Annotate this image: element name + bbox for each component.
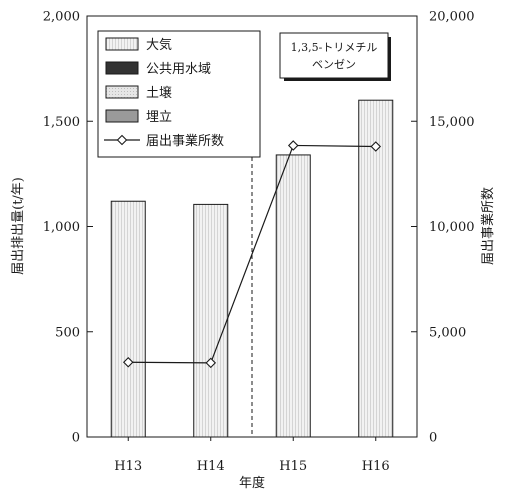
legend-label: 土壌 [146, 86, 172, 101]
series-line-事業所数 [128, 144, 376, 364]
x-tick-label: H16 [362, 459, 390, 474]
y-tick-label: 2,000 [43, 10, 80, 25]
annotation-shadow-bottom [284, 78, 391, 81]
y-tick-label: 0 [72, 431, 80, 446]
y2-tick-label: 0 [429, 431, 437, 446]
bar-大気-H15 [275, 154, 311, 438]
x-axis-title: 年度 [239, 475, 265, 491]
legend-swatch-公共用水域 [105, 61, 139, 75]
y-axis-title: 届出排出量(t/年) [11, 177, 26, 275]
line-point-H14 [205, 357, 217, 369]
annotation-box [279, 32, 389, 79]
legend-label: 埋立 [146, 110, 172, 125]
annotation-shadow-right [388, 37, 391, 81]
legend-marker [116, 134, 128, 146]
x-tick-label: H14 [197, 459, 225, 474]
y2-tick-label: 15,000 [429, 115, 475, 130]
bar-大気-H14 [193, 203, 229, 438]
legend-label: 届出事業所数 [146, 133, 224, 149]
legend-swatch-埋立 [105, 109, 139, 123]
x-tick-label: H13 [114, 459, 142, 474]
legend-label: 公共用水域 [146, 62, 211, 77]
y-tick-label: 500 [55, 325, 80, 340]
y-tick-label: 1,500 [43, 115, 80, 130]
line-point-H13 [122, 356, 134, 368]
y2-tick-label: 20,000 [429, 10, 475, 25]
legend-swatch-土壌 [105, 85, 139, 99]
line-point-H16 [370, 141, 382, 152]
y2-axis-title: 届出事業所数 [480, 187, 496, 265]
x-tick-label: H15 [279, 459, 307, 474]
y2-tick-label: 10,000 [429, 220, 475, 235]
y-tick-label: 1,000 [43, 220, 80, 235]
annotation-text: 1,3,5-トリメチル [291, 41, 378, 54]
bar-大気-H16 [358, 99, 394, 438]
bar-大気-H13 [110, 200, 146, 438]
y2-tick-label: 5,000 [429, 325, 466, 340]
annotation-text: ベンゼン [312, 58, 356, 71]
legend-swatch-大気 [105, 37, 139, 51]
legend-label: 大気 [146, 37, 172, 53]
line-point-H15 [287, 140, 299, 151]
